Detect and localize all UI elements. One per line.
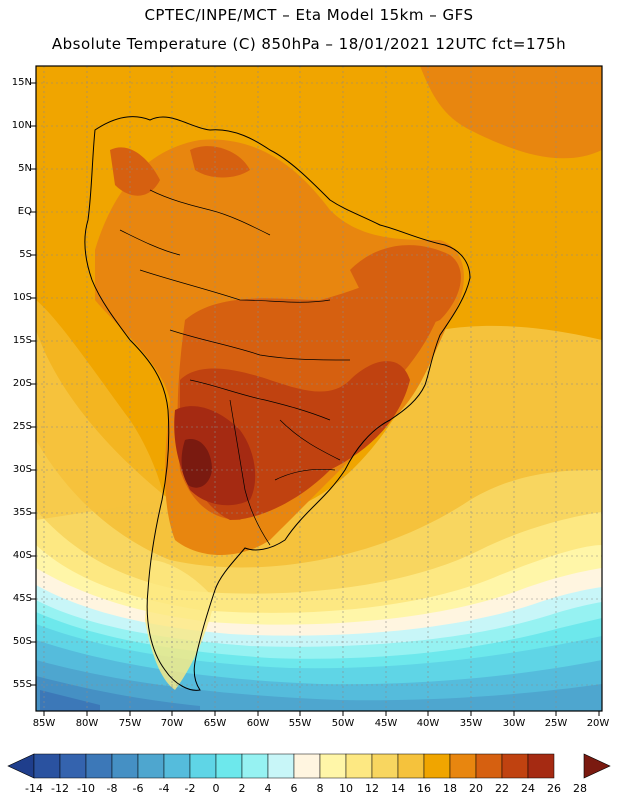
colorbar-label: 0 <box>212 782 220 795</box>
colorbar-label: 26 <box>547 782 561 795</box>
colorbar-label: 28 <box>573 782 587 795</box>
lon-label: 40W <box>416 718 440 729</box>
colorbar-swatch <box>215 753 243 779</box>
lon-label: 60W <box>246 718 270 729</box>
lat-label: 55S <box>12 679 32 690</box>
colorbar-swatch <box>501 753 529 779</box>
colorbar-swatch <box>267 753 295 779</box>
colorbar-label: 14 <box>391 782 405 795</box>
lat-label: 20S <box>12 378 32 389</box>
lat-label: 45S <box>12 593 32 604</box>
lat-label: 30S <box>12 464 32 475</box>
lat-label: 5N <box>18 163 32 174</box>
lat-label: 25S <box>12 421 32 432</box>
colorbar-label: 10 <box>339 782 353 795</box>
colorbar-label: 12 <box>365 782 379 795</box>
colorbar-swatch <box>345 753 373 779</box>
colorbar-swatch <box>293 753 321 779</box>
lon-label: 85W <box>32 718 56 729</box>
lon-label: 50W <box>331 718 355 729</box>
lat-label: 15N <box>11 77 32 88</box>
colorbar-label: 16 <box>417 782 431 795</box>
lat-label: 5S <box>19 249 32 260</box>
colorbar-swatch <box>475 753 503 779</box>
coastline <box>84 116 471 691</box>
map-title-line-2: Absolute Temperature (C) 850hPa – 18/01/… <box>51 35 567 53</box>
colorbar-label: -14 <box>25 782 43 795</box>
colorbar-label: 2 <box>238 782 246 795</box>
colorbar-label: 8 <box>316 782 324 795</box>
colorbar-swatch <box>85 753 113 779</box>
colorbar-swatch <box>371 753 399 779</box>
colorbar-swatch <box>449 753 477 779</box>
colorbar-label: 18 <box>443 782 457 795</box>
colorbar <box>7 753 611 779</box>
colorbar-swatch <box>163 753 191 779</box>
lat-label: 10N <box>11 120 32 131</box>
colorbar-label: 20 <box>469 782 483 795</box>
lon-label: 45W <box>374 718 398 729</box>
colorbar-swatch <box>397 753 425 779</box>
colorbar-swatch <box>527 753 555 779</box>
colorbar-swatch <box>59 753 87 779</box>
lat-lon-grid <box>36 66 602 711</box>
colorbar-label: -6 <box>132 782 144 795</box>
colorbar-label: -12 <box>51 782 69 795</box>
colorbar-swatch <box>137 753 165 779</box>
lon-label: 80W <box>75 718 99 729</box>
colorbar-label: 6 <box>290 782 298 795</box>
colorbar-swatch <box>189 753 217 779</box>
colorbar-swatch <box>111 753 139 779</box>
axis-ticks <box>31 82 600 716</box>
lon-label: 75W <box>118 718 142 729</box>
country-borders <box>119 189 351 546</box>
colorbar-swatch <box>241 753 269 779</box>
colorbar-max-arrow <box>583 753 611 779</box>
colorbar-label: -10 <box>77 782 95 795</box>
map-title-line-1: CPTEC/INPE/MCT – Eta Model 15km – GFS <box>144 6 474 24</box>
temperature-field <box>36 66 602 711</box>
colorbar-swatch <box>423 753 451 779</box>
lon-label: 65W <box>203 718 227 729</box>
colorbar-label: -2 <box>184 782 196 795</box>
lon-label: 55W <box>288 718 312 729</box>
lon-label: 70W <box>160 718 184 729</box>
lat-label: 15S <box>12 335 32 346</box>
lon-label: 25W <box>544 718 568 729</box>
colorbar-label: 4 <box>264 782 272 795</box>
colorbar-swatch <box>33 753 61 779</box>
colorbar-label: -4 <box>158 782 170 795</box>
lat-label: EQ <box>17 206 32 217</box>
lat-label: 50S <box>12 636 32 647</box>
lon-label: 35W <box>459 718 483 729</box>
colorbar-label: -8 <box>106 782 118 795</box>
lat-label: 10S <box>12 292 32 303</box>
colorbar-swatch <box>319 753 347 779</box>
lon-label: 20W <box>586 718 610 729</box>
colorbar-label: 24 <box>521 782 535 795</box>
map-frame <box>35 65 603 712</box>
lat-label: 40S <box>12 550 32 561</box>
lon-label: 30W <box>502 718 526 729</box>
lat-label: 35S <box>12 507 32 518</box>
colorbar-label: 22 <box>495 782 509 795</box>
colorbar-min-arrow <box>7 753 35 779</box>
